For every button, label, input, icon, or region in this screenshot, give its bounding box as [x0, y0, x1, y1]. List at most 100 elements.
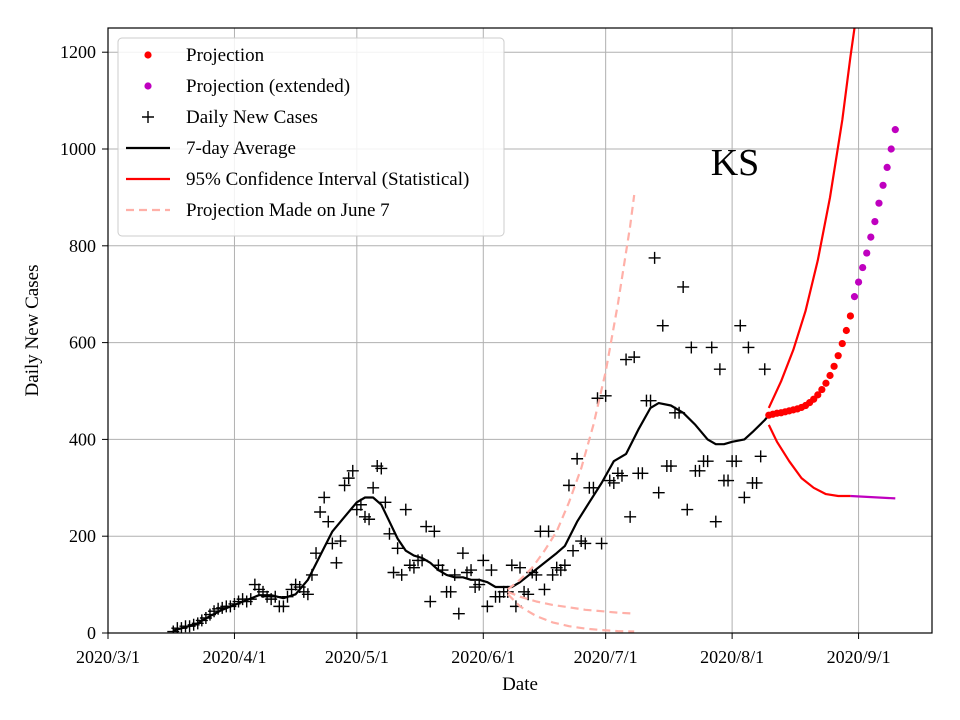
plot-frame — [107, 27, 933, 634]
daily-case-point — [481, 600, 494, 613]
daily-case-point — [681, 503, 694, 516]
daily-case-point — [656, 319, 669, 332]
series-layer — [167, 28, 899, 633]
daily-case-point — [367, 481, 380, 494]
projection-extended-point — [867, 233, 875, 241]
daily-case-point — [318, 491, 331, 504]
daily-case-point — [620, 353, 633, 366]
y-tick-label: 1000 — [60, 139, 96, 159]
projection-extended-point — [875, 199, 883, 207]
daily-case-point — [514, 561, 526, 574]
daily-case-point — [652, 486, 665, 499]
daily-case-point — [383, 527, 396, 540]
x-tick-label: 2020/5/1 — [325, 647, 389, 667]
legend-marker-dot — [144, 82, 152, 90]
projection-point — [846, 312, 855, 320]
daily-case-point — [595, 537, 608, 550]
x-axis-label: Date — [502, 674, 538, 695]
projection-point — [818, 385, 826, 394]
daily-case-point — [701, 455, 714, 468]
daily-case-point — [722, 474, 735, 487]
daily-case-point — [664, 460, 677, 473]
projection-extended-point — [879, 181, 887, 189]
legend-label: 7-day Average — [186, 138, 296, 159]
daily-case-point — [456, 547, 469, 560]
daily-case-point — [505, 559, 518, 572]
daily-case-point — [346, 464, 359, 477]
projection-extended-point — [887, 145, 895, 153]
95-confidence-interval-statistical-upper-line — [767, 28, 856, 409]
daily-case-point — [558, 559, 571, 572]
x-tick-label: 2020/8/1 — [700, 647, 764, 667]
legend-label: Daily New Cases — [186, 107, 318, 128]
daily-case-point — [579, 537, 592, 550]
x-tick-label: 2020/4/1 — [202, 647, 266, 667]
daily-case-point — [420, 520, 433, 533]
daily-case-point — [734, 319, 747, 332]
daily-case-point — [326, 537, 339, 550]
projection-extended-point — [859, 263, 867, 272]
y-axis-label: Daily New Cases — [22, 265, 43, 397]
daily-case-point — [644, 394, 657, 407]
daily-case-point — [738, 491, 751, 504]
daily-case-point — [387, 566, 400, 579]
series-clip-group — [167, 28, 899, 633]
x-axis: 2020/3/1 2020/4/1 2020/5/1 2020/6/1 2020/7/1… — [76, 633, 891, 667]
projection-point — [842, 326, 850, 335]
projection-point — [838, 339, 846, 348]
daily-case-point — [363, 513, 376, 526]
y-tick-label: 0 — [87, 623, 96, 643]
legend-marker-dot — [144, 51, 152, 59]
daily-case-point — [713, 363, 726, 376]
daily-case-point — [730, 455, 743, 468]
daily-case-point — [395, 568, 408, 581]
daily-case-point — [599, 389, 612, 402]
daily-case-point — [607, 476, 620, 489]
daily-case-point — [379, 496, 392, 509]
95-confidence-interval-statistical-lower-line — [767, 424, 851, 498]
projection-extended-point — [883, 163, 891, 171]
daily-case-point — [465, 564, 478, 577]
projection-extended-point — [854, 278, 863, 286]
daily-case-point — [538, 583, 551, 596]
daily-case-point — [677, 280, 690, 293]
daily-case-point — [310, 547, 323, 560]
daily-case-point — [399, 503, 412, 516]
projection-extended-point — [871, 218, 879, 226]
daily-case-point — [522, 588, 535, 601]
projection-point — [830, 362, 838, 370]
daily-case-point — [301, 588, 314, 601]
x-tick-label: 2020/9/1 — [827, 647, 891, 667]
daily-case-point — [705, 341, 718, 354]
daily-case-point — [314, 506, 327, 518]
legend-marker-plus — [142, 111, 154, 123]
daily-case-point — [322, 515, 335, 528]
x-tick-label: 2020/3/1 — [76, 647, 140, 667]
projection-extended-point — [863, 249, 871, 257]
daily-case-point — [444, 585, 457, 598]
daily-case-point — [546, 568, 559, 581]
daily-case-point — [571, 452, 584, 465]
daily-case-point — [330, 556, 343, 569]
daily-case-point — [448, 568, 461, 581]
x-tick-label: 2020/6/1 — [451, 647, 515, 667]
x-tick-label: 2020/7/1 — [574, 647, 638, 667]
projection-made-on-june-7-middle-line — [507, 590, 635, 615]
daily-case-point — [334, 535, 347, 548]
daily-case-point — [709, 515, 722, 528]
y-tick-label: 400 — [69, 429, 96, 449]
projection-extended-point — [850, 293, 859, 301]
daily-case-point — [648, 251, 661, 264]
daily-case-point — [375, 462, 388, 475]
legend-label: Projection — [186, 45, 265, 66]
daily-case-point — [485, 564, 498, 577]
daily-case-point — [530, 568, 543, 581]
chart-annotation: KS — [711, 142, 760, 184]
daily-case-point — [628, 351, 641, 364]
legend-box — [117, 37, 505, 237]
95-confidence-interval-extended-lower-line — [850, 494, 896, 500]
daily-case-point — [338, 479, 351, 492]
daily-case-point — [754, 450, 767, 463]
daily-case-point — [407, 561, 420, 574]
daily-case-point — [342, 472, 355, 485]
